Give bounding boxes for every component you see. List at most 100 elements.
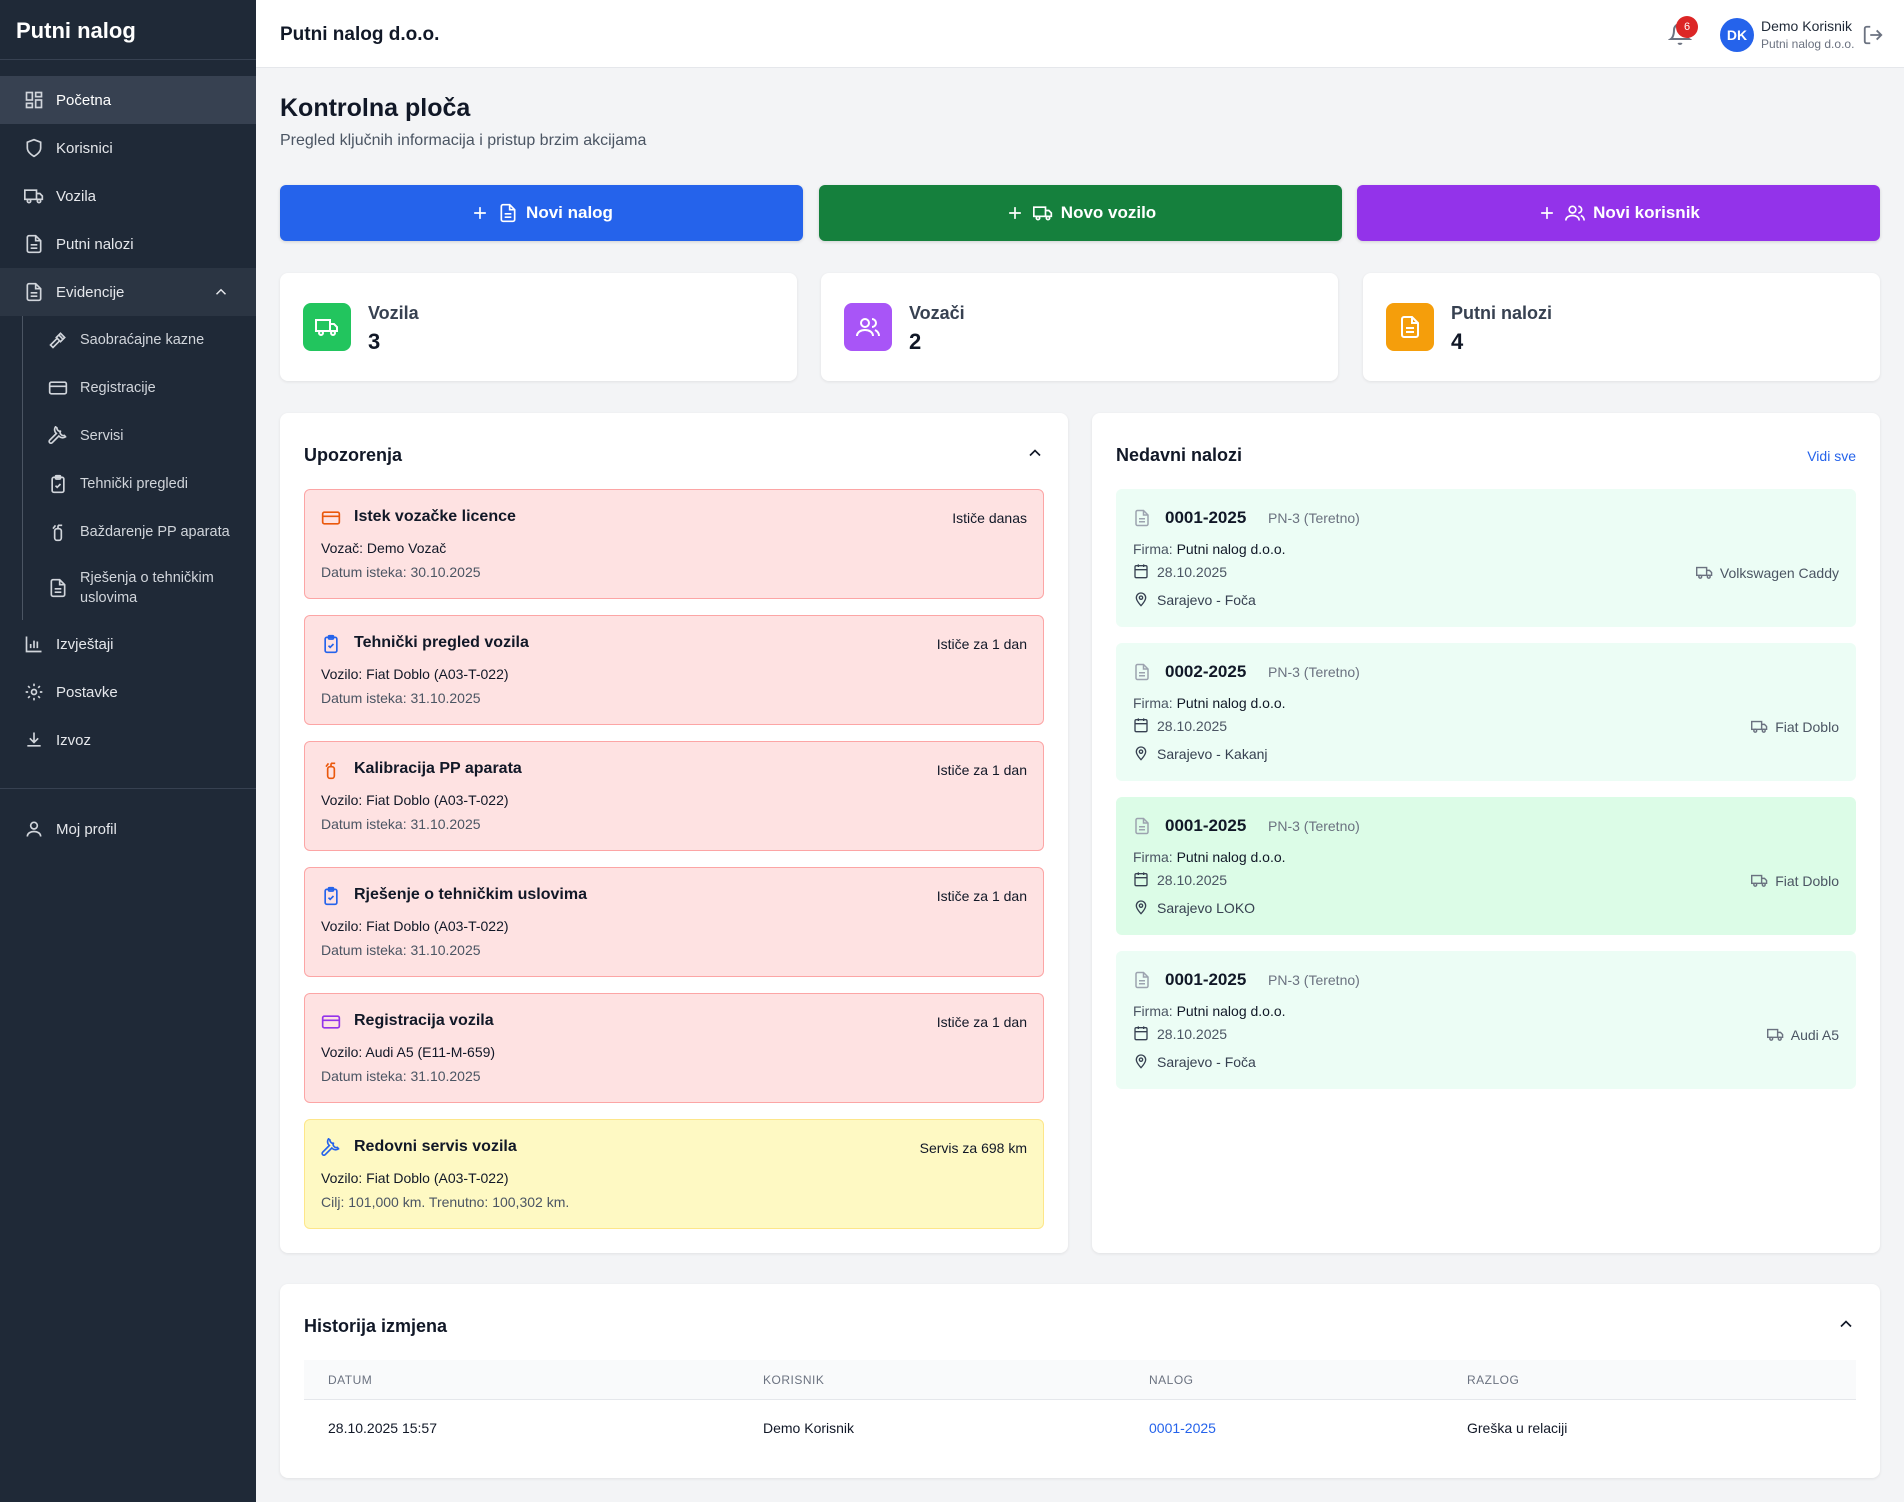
firm-label: Firma: bbox=[1133, 695, 1173, 711]
firm-label: Firma: bbox=[1133, 541, 1173, 557]
calendar-icon bbox=[1134, 564, 1148, 579]
warning-item[interactable]: Kalibracija PP aparata Ističe za 1 dan V… bbox=[304, 741, 1044, 851]
notification-badge: 6 bbox=[1676, 16, 1698, 38]
sidebar-item-label: Putni nalozi bbox=[56, 235, 134, 253]
avatar[interactable]: DK bbox=[1720, 18, 1754, 52]
truck-icon bbox=[24, 189, 44, 204]
stat-value: 2 bbox=[909, 329, 922, 354]
warnings-panel: Upozorenja Istek vozačke licence Ističe … bbox=[280, 413, 1068, 1253]
order-date: 28.10.2025 bbox=[1157, 872, 1228, 888]
sidebar-item-putni-nalozi[interactable]: Putni nalozi bbox=[0, 220, 256, 268]
new-vehicle-button[interactable]: Novo vozilo bbox=[819, 185, 1342, 241]
history-reason: Greška u relaciji bbox=[1467, 1420, 1568, 1436]
page-title: Kontrolna ploča bbox=[280, 94, 471, 122]
warning-date: Cilj: 101,000 km. Trenutno: 100,302 km. bbox=[321, 1194, 570, 1210]
sidebar-item-korisnici[interactable]: Korisnici bbox=[0, 124, 256, 172]
warning-date: Datum isteka: 31.10.2025 bbox=[321, 1068, 481, 1084]
order-vehicle: Audi A5 bbox=[1766, 1026, 1839, 1043]
order-card[interactable]: 0001-2025 PN-3 (Teretno) Firma: Putni na… bbox=[1116, 489, 1856, 627]
evidencije-submenu: Saobraćajne kazne Registracije Servisi T… bbox=[22, 316, 256, 620]
gavel-icon bbox=[49, 332, 66, 349]
order-route: Sarajevo - Kakanj bbox=[1157, 746, 1268, 762]
stat-card-putni-nalozi: Putni nalozi 4 bbox=[1363, 273, 1880, 381]
sidebar-item-izvoz[interactable]: Izvoz bbox=[0, 716, 256, 764]
plus-icon bbox=[1008, 207, 1021, 219]
warning-item[interactable]: Registracija vozila Ističe za 1 dan Vozi… bbox=[304, 993, 1044, 1103]
new-order-button[interactable]: Novi nalog bbox=[280, 185, 803, 241]
history-order-link[interactable]: 0001-2025 bbox=[1149, 1420, 1216, 1436]
warning-subject: Vozilo: Fiat Doblo (A03-T-022) bbox=[321, 792, 509, 808]
sidebar-item-moj-profil[interactable]: Moj profil bbox=[0, 805, 256, 853]
column-header: DATUM bbox=[328, 1373, 373, 1387]
history-table: DATUM KORISNIK NALOG RAZLOG 28.10.2025 1… bbox=[304, 1360, 1856, 1454]
warning-item[interactable]: Rješenje o tehničkim uslovima Ističe za … bbox=[304, 867, 1044, 977]
sidebar-item-bazdarenje[interactable]: Baždarenje PP aparata bbox=[23, 508, 256, 556]
warning-due: Ističe danas bbox=[952, 510, 1027, 526]
column-header: NALOG bbox=[1149, 1373, 1194, 1387]
new-user-button[interactable]: Novi korisnik bbox=[1357, 185, 1880, 241]
chevron-up-icon[interactable] bbox=[1025, 443, 1045, 463]
order-card[interactable]: 0002-2025 PN-3 (Teretno) Firma: Putni na… bbox=[1116, 643, 1856, 781]
sidebar-item-pocetna[interactable]: Početna bbox=[0, 76, 256, 124]
warning-item[interactable]: Tehnički pregled vozila Ističe za 1 dan … bbox=[304, 615, 1044, 725]
document-icon bbox=[26, 282, 42, 302]
sidebar-item-vozila[interactable]: Vozila bbox=[0, 172, 256, 220]
sidebar-item-rjesenja[interactable]: Rješenja o tehničkim uslovima bbox=[23, 556, 256, 620]
warning-item[interactable]: Redovni servis vozila Servis za 698 km V… bbox=[304, 1119, 1044, 1229]
column-header: KORISNIK bbox=[763, 1373, 825, 1387]
document-icon bbox=[1135, 817, 1149, 835]
warning-due: Ističe za 1 dan bbox=[936, 762, 1027, 778]
truck-icon bbox=[1751, 874, 1768, 887]
warning-due: Ističe za 1 dan bbox=[936, 1014, 1027, 1030]
warning-subject: Vozilo: Fiat Doblo (A03-T-022) bbox=[321, 1170, 509, 1186]
stat-label: Vozila bbox=[368, 303, 419, 323]
truck-icon bbox=[303, 303, 351, 351]
view-all-link[interactable]: Vidi sve bbox=[1807, 448, 1856, 464]
order-date: 28.10.2025 bbox=[1157, 564, 1228, 580]
stat-value: 3 bbox=[368, 329, 381, 354]
sidebar-item-servisi[interactable]: Servisi bbox=[23, 412, 256, 460]
warning-due: Ističe za 1 dan bbox=[936, 888, 1027, 904]
map-pin-icon bbox=[1135, 746, 1147, 761]
chevron-up-icon[interactable] bbox=[212, 283, 230, 301]
sidebar-item-evidencije[interactable]: Evidencije bbox=[0, 268, 256, 316]
new-user-label: Novi korisnik bbox=[1593, 203, 1700, 222]
sidebar-item-izvjestaji[interactable]: Izvještaji bbox=[0, 620, 256, 668]
history-date: 28.10.2025 15:57 bbox=[328, 1420, 437, 1436]
logout-icon[interactable] bbox=[1862, 24, 1884, 46]
order-card[interactable]: 0001-2025 PN-3 (Teretno) Firma: Putni na… bbox=[1116, 797, 1856, 935]
fire-extinguisher-icon bbox=[325, 762, 336, 780]
warning-due: Ističe za 1 dan bbox=[936, 636, 1027, 652]
history-user: Demo Korisnik bbox=[763, 1420, 855, 1436]
sidebar-item-saobracajne-kazne[interactable]: Saobraćajne kazne bbox=[23, 316, 256, 364]
sidebar-item-label: Saobraćajne kazne bbox=[80, 332, 205, 348]
sidebar-item-label: Evidencije bbox=[56, 283, 125, 301]
warning-title: Kalibracija PP aparata bbox=[354, 760, 522, 777]
sidebar-item-label: Baždarenje PP aparata bbox=[80, 524, 230, 540]
calendar-icon bbox=[1134, 718, 1148, 733]
order-type: PN-3 (Teretno) bbox=[1268, 972, 1360, 988]
clipboard-check-icon bbox=[324, 886, 338, 906]
stat-value: 4 bbox=[1451, 329, 1464, 354]
sidebar-item-postavke[interactable]: Postavke bbox=[0, 668, 256, 716]
warning-title: Registracija vozila bbox=[354, 1012, 494, 1029]
sidebar-item-registracije[interactable]: Registracije bbox=[23, 364, 256, 412]
sidebar-item-label: Postavke bbox=[56, 683, 118, 701]
order-number: 0002-2025 bbox=[1165, 662, 1247, 681]
warning-date: Datum isteka: 31.10.2025 bbox=[321, 690, 481, 706]
sidebar-item-label: Izvoz bbox=[56, 731, 92, 749]
warning-item[interactable]: Istek vozačke licence Ističe danas Vozač… bbox=[304, 489, 1044, 599]
recent-orders-panel: Nedavni nalozi Vidi sve 0001-2025 PN-3 (… bbox=[1092, 413, 1880, 1253]
calendar-icon bbox=[1134, 1026, 1148, 1041]
sidebar-item-tehnicki-pregledi[interactable]: Tehnički pregledi bbox=[23, 460, 256, 508]
sidebar: Putni nalog Početna Korisnici Vozila Put… bbox=[0, 0, 256, 1502]
order-card[interactable]: 0001-2025 PN-3 (Teretno) Firma: Putni na… bbox=[1116, 951, 1856, 1089]
users-icon bbox=[1565, 205, 1586, 221]
chevron-up-icon[interactable] bbox=[1836, 1314, 1856, 1334]
order-date: 28.10.2025 bbox=[1157, 718, 1228, 734]
user-name: Demo Korisnik bbox=[1761, 18, 1853, 34]
document-icon bbox=[26, 234, 42, 254]
firm-value: Putni nalog d.o.o. bbox=[1176, 849, 1286, 865]
order-date: 28.10.2025 bbox=[1157, 1026, 1228, 1042]
sidebar-item-label: Tehnički pregledi bbox=[80, 476, 189, 492]
